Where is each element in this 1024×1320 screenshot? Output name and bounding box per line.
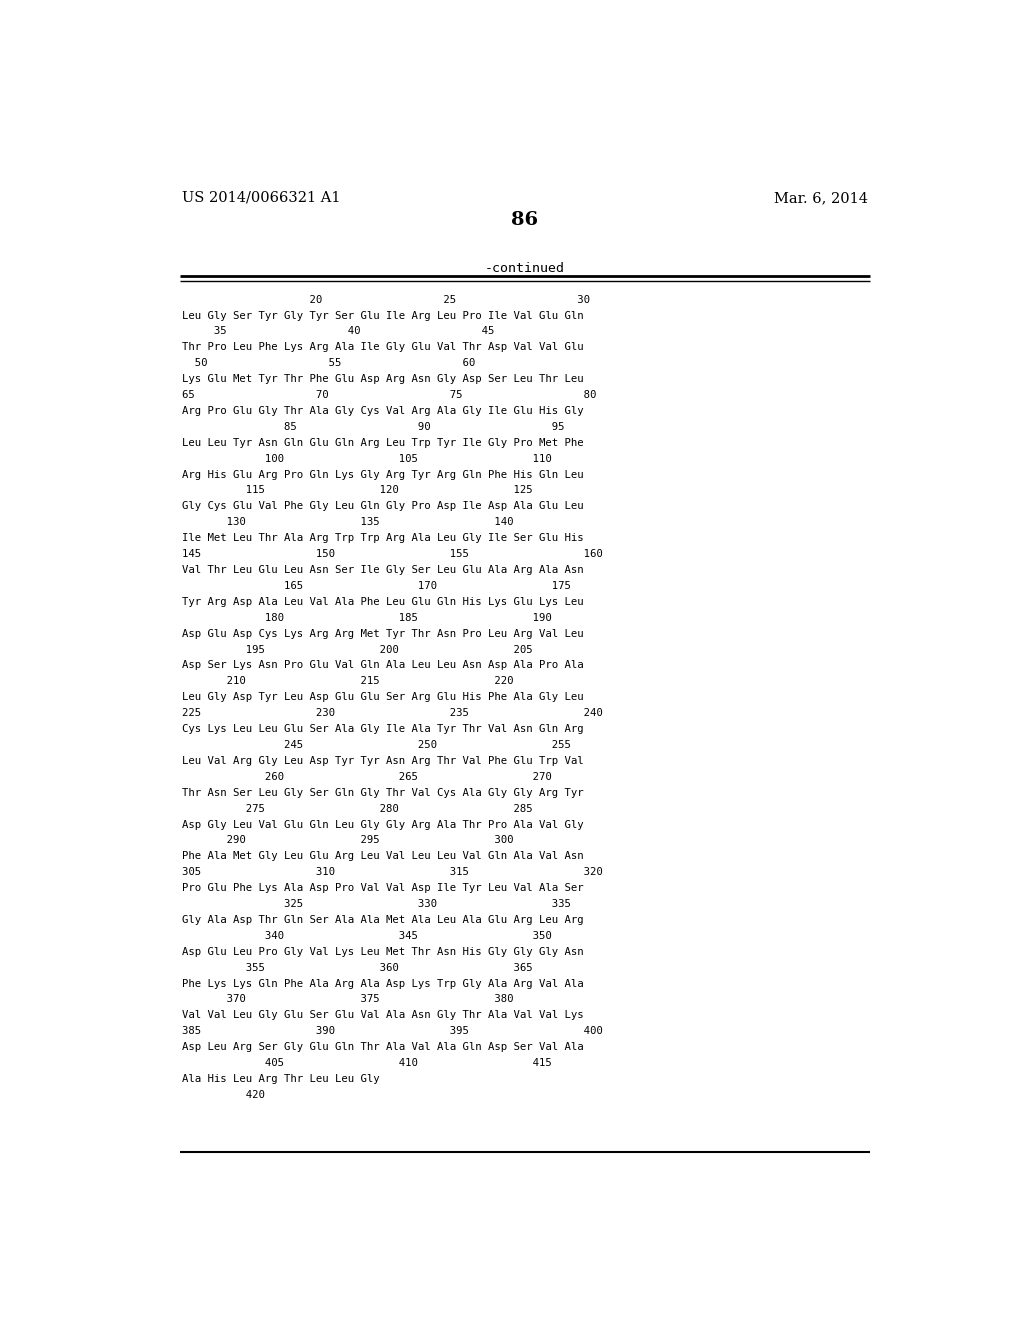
Text: 86: 86 bbox=[511, 211, 539, 230]
Text: 85                   90                   95: 85 90 95 bbox=[182, 422, 564, 432]
Text: 385                  390                  395                  400: 385 390 395 400 bbox=[182, 1027, 603, 1036]
Text: 180                  185                  190: 180 185 190 bbox=[182, 612, 552, 623]
Text: 340                  345                  350: 340 345 350 bbox=[182, 931, 552, 941]
Text: US 2014/0066321 A1: US 2014/0066321 A1 bbox=[182, 191, 340, 205]
Text: -continued: -continued bbox=[484, 263, 565, 275]
Text: 225                  230                  235                  240: 225 230 235 240 bbox=[182, 708, 603, 718]
Text: 145                  150                  155                  160: 145 150 155 160 bbox=[182, 549, 603, 560]
Text: Mar. 6, 2014: Mar. 6, 2014 bbox=[774, 191, 867, 205]
Text: 165                  170                  175: 165 170 175 bbox=[182, 581, 570, 591]
Text: 290                  295                  300: 290 295 300 bbox=[182, 836, 513, 845]
Text: Phe Ala Met Gly Leu Glu Arg Leu Val Leu Leu Val Gln Ala Val Asn: Phe Ala Met Gly Leu Glu Arg Leu Val Leu … bbox=[182, 851, 584, 862]
Text: 20                   25                   30: 20 25 30 bbox=[182, 294, 590, 305]
Text: 100                  105                  110: 100 105 110 bbox=[182, 454, 552, 463]
Text: Val Thr Leu Glu Leu Asn Ser Ile Gly Ser Leu Glu Ala Arg Ala Asn: Val Thr Leu Glu Leu Asn Ser Ile Gly Ser … bbox=[182, 565, 584, 576]
Text: 325                  330                  335: 325 330 335 bbox=[182, 899, 570, 909]
Text: 115                  120                  125: 115 120 125 bbox=[182, 486, 532, 495]
Text: 420: 420 bbox=[182, 1090, 265, 1100]
Text: Pro Glu Phe Lys Ala Asp Pro Val Val Asp Ile Tyr Leu Val Ala Ser: Pro Glu Phe Lys Ala Asp Pro Val Val Asp … bbox=[182, 883, 584, 894]
Text: 245                  250                  255: 245 250 255 bbox=[182, 741, 570, 750]
Text: 65                   70                   75                   80: 65 70 75 80 bbox=[182, 389, 596, 400]
Text: Tyr Arg Asp Ala Leu Val Ala Phe Leu Glu Gln His Lys Glu Lys Leu: Tyr Arg Asp Ala Leu Val Ala Phe Leu Glu … bbox=[182, 597, 584, 607]
Text: Leu Gly Ser Tyr Gly Tyr Ser Glu Ile Arg Leu Pro Ile Val Glu Gln: Leu Gly Ser Tyr Gly Tyr Ser Glu Ile Arg … bbox=[182, 310, 584, 321]
Text: Gly Ala Asp Thr Gln Ser Ala Ala Met Ala Leu Ala Glu Arg Leu Arg: Gly Ala Asp Thr Gln Ser Ala Ala Met Ala … bbox=[182, 915, 584, 925]
Text: 355                  360                  365: 355 360 365 bbox=[182, 962, 532, 973]
Text: 405                  410                  415: 405 410 415 bbox=[182, 1059, 552, 1068]
Text: 210                  215                  220: 210 215 220 bbox=[182, 676, 513, 686]
Text: Thr Pro Leu Phe Lys Arg Ala Ile Gly Glu Val Thr Asp Val Val Glu: Thr Pro Leu Phe Lys Arg Ala Ile Gly Glu … bbox=[182, 342, 584, 352]
Text: 305                  310                  315                  320: 305 310 315 320 bbox=[182, 867, 603, 878]
Text: Asp Glu Asp Cys Lys Arg Arg Met Tyr Thr Asn Pro Leu Arg Val Leu: Asp Glu Asp Cys Lys Arg Arg Met Tyr Thr … bbox=[182, 628, 584, 639]
Text: 275                  280                  285: 275 280 285 bbox=[182, 804, 532, 813]
Text: Leu Leu Tyr Asn Gln Glu Gln Arg Leu Trp Tyr Ile Gly Pro Met Phe: Leu Leu Tyr Asn Gln Glu Gln Arg Leu Trp … bbox=[182, 438, 584, 447]
Text: Leu Gly Asp Tyr Leu Asp Glu Glu Ser Arg Glu His Phe Ala Gly Leu: Leu Gly Asp Tyr Leu Asp Glu Glu Ser Arg … bbox=[182, 692, 584, 702]
Text: Asp Leu Arg Ser Gly Glu Gln Thr Ala Val Ala Gln Asp Ser Val Ala: Asp Leu Arg Ser Gly Glu Gln Thr Ala Val … bbox=[182, 1043, 584, 1052]
Text: 195                  200                  205: 195 200 205 bbox=[182, 644, 532, 655]
Text: 260                  265                  270: 260 265 270 bbox=[182, 772, 552, 781]
Text: 35                   40                   45: 35 40 45 bbox=[182, 326, 495, 337]
Text: Arg Pro Glu Gly Thr Ala Gly Cys Val Arg Ala Gly Ile Glu His Gly: Arg Pro Glu Gly Thr Ala Gly Cys Val Arg … bbox=[182, 407, 584, 416]
Text: Thr Asn Ser Leu Gly Ser Gln Gly Thr Val Cys Ala Gly Gly Arg Tyr: Thr Asn Ser Leu Gly Ser Gln Gly Thr Val … bbox=[182, 788, 584, 797]
Text: Asp Gly Leu Val Glu Gln Leu Gly Gly Arg Ala Thr Pro Ala Val Gly: Asp Gly Leu Val Glu Gln Leu Gly Gly Arg … bbox=[182, 820, 584, 829]
Text: 130                  135                  140: 130 135 140 bbox=[182, 517, 513, 527]
Text: Gly Cys Glu Val Phe Gly Leu Gln Gly Pro Asp Ile Asp Ala Glu Leu: Gly Cys Glu Val Phe Gly Leu Gln Gly Pro … bbox=[182, 502, 584, 511]
Text: Cys Lys Leu Leu Glu Ser Ala Gly Ile Ala Tyr Thr Val Asn Gln Arg: Cys Lys Leu Leu Glu Ser Ala Gly Ile Ala … bbox=[182, 725, 584, 734]
Text: Lys Glu Met Tyr Thr Phe Glu Asp Arg Asn Gly Asp Ser Leu Thr Leu: Lys Glu Met Tyr Thr Phe Glu Asp Arg Asn … bbox=[182, 374, 584, 384]
Text: Leu Val Arg Gly Leu Asp Tyr Tyr Asn Arg Thr Val Phe Glu Trp Val: Leu Val Arg Gly Leu Asp Tyr Tyr Asn Arg … bbox=[182, 756, 584, 766]
Text: Arg His Glu Arg Pro Gln Lys Gly Arg Tyr Arg Gln Phe His Gln Leu: Arg His Glu Arg Pro Gln Lys Gly Arg Tyr … bbox=[182, 470, 584, 479]
Text: Ala His Leu Arg Thr Leu Leu Gly: Ala His Leu Arg Thr Leu Leu Gly bbox=[182, 1074, 380, 1084]
Text: Ile Met Leu Thr Ala Arg Trp Trp Arg Ala Leu Gly Ile Ser Glu His: Ile Met Leu Thr Ala Arg Trp Trp Arg Ala … bbox=[182, 533, 584, 544]
Text: 370                  375                  380: 370 375 380 bbox=[182, 994, 513, 1005]
Text: 50                   55                   60: 50 55 60 bbox=[182, 358, 475, 368]
Text: Phe Lys Lys Gln Phe Ala Arg Ala Asp Lys Trp Gly Ala Arg Val Ala: Phe Lys Lys Gln Phe Ala Arg Ala Asp Lys … bbox=[182, 978, 584, 989]
Text: Val Val Leu Gly Glu Ser Glu Val Ala Asn Gly Thr Ala Val Val Lys: Val Val Leu Gly Glu Ser Glu Val Ala Asn … bbox=[182, 1010, 584, 1020]
Text: Asp Glu Leu Pro Gly Val Lys Leu Met Thr Asn His Gly Gly Gly Asn: Asp Glu Leu Pro Gly Val Lys Leu Met Thr … bbox=[182, 946, 584, 957]
Text: Asp Ser Lys Asn Pro Glu Val Gln Ala Leu Leu Asn Asp Ala Pro Ala: Asp Ser Lys Asn Pro Glu Val Gln Ala Leu … bbox=[182, 660, 584, 671]
